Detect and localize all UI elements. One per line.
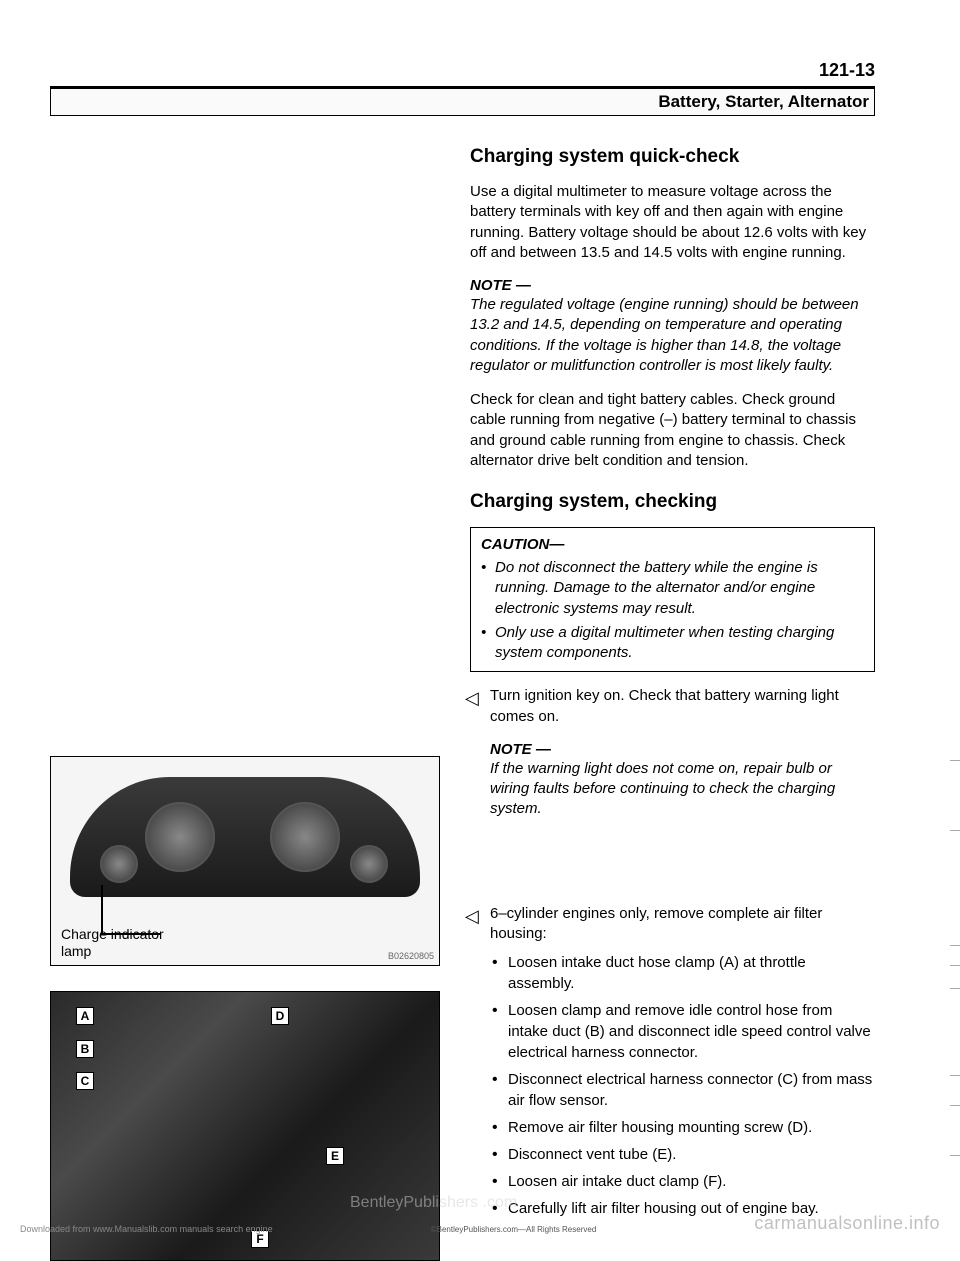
arrow-icon: ◁ xyxy=(465,688,479,709)
bullet-5: Disconnect vent tube (E). xyxy=(508,1144,875,1165)
bullet-3: Disconnect electrical harness connector … xyxy=(508,1069,875,1111)
caution-label: CAUTION— xyxy=(481,536,564,553)
note1-block: NOTE — The regulated voltage (engine run… xyxy=(470,277,875,376)
photo1-caption: Charge indicator lamp xyxy=(61,926,164,960)
bullet-1: Loosen intake duct hose clamp (A) at thr… xyxy=(508,952,875,994)
chapter-title: Battery, Starter, Alternator xyxy=(658,92,869,111)
section1-para1: Use a digital multimeter to measure volt… xyxy=(470,182,875,263)
chapter-title-box: Battery, Starter, Alternator xyxy=(50,88,875,116)
spacer xyxy=(470,834,875,904)
note2-text: If the warning light does not come on, r… xyxy=(490,759,875,820)
page-container: 121-13 Battery, Starter, Alternator Char… xyxy=(0,0,960,1242)
section1-heading: Charging system quick-check xyxy=(470,146,875,168)
caution-item-2: Only use a digital multimeter when testi… xyxy=(495,623,864,664)
right-column: Charging system quick-check Use a digita… xyxy=(470,146,910,1261)
footer-copyright: ©BentleyPublishers.com—All Rights Reserv… xyxy=(431,1225,597,1234)
temp-gauge xyxy=(350,845,388,883)
label-a: A xyxy=(76,1007,94,1025)
bullet-6: Loosen air intake duct clamp (F). xyxy=(508,1171,875,1192)
watermark-text: BentleyPublishers .com xyxy=(350,1194,517,1212)
caution-list: Do not disconnect the battery while the … xyxy=(481,558,864,663)
page-edge-marks xyxy=(955,0,960,1242)
photo1-id: B02620805 xyxy=(388,951,434,961)
content-columns: Charge indicator lamp B02620805 A B C D … xyxy=(50,146,910,1261)
label-e: E xyxy=(326,1147,344,1165)
bullet-4: Remove air filter housing mounting screw… xyxy=(508,1117,875,1138)
note1-text: The regulated voltage (engine running) s… xyxy=(470,295,875,376)
step1-block: ◁ Turn ignition key on. Check that batte… xyxy=(470,686,875,819)
fuel-gauge xyxy=(100,845,138,883)
footer-site: carmanualsonline.info xyxy=(754,1213,940,1234)
note1-label: NOTE — xyxy=(470,277,531,294)
footer-source: Downloaded from www.Manualslib.com manua… xyxy=(20,1224,273,1234)
label-b: B xyxy=(76,1040,94,1058)
speedometer-gauge xyxy=(145,802,215,872)
caution-item-1: Do not disconnect the battery while the … xyxy=(495,558,864,619)
step1-text: Turn ignition key on. Check that battery… xyxy=(490,686,875,727)
instrument-cluster-photo: Charge indicator lamp B02620805 xyxy=(50,756,440,966)
arrow-icon-2: ◁ xyxy=(465,906,479,927)
caution-box: CAUTION— Do not disconnect the battery w… xyxy=(470,527,875,672)
gauge-cluster-graphic xyxy=(70,777,420,897)
page-number: 121-13 xyxy=(50,60,875,81)
section2-heading: Charging system, checking xyxy=(470,491,875,513)
step2-bullets: Loosen intake duct hose clamp (A) at thr… xyxy=(490,952,875,1219)
label-c: C xyxy=(76,1072,94,1090)
left-column: Charge indicator lamp B02620805 A B C D … xyxy=(50,146,450,1261)
note2-label: NOTE — xyxy=(490,741,551,758)
tachometer-gauge xyxy=(270,802,340,872)
step2-intro: 6–cylinder engines only, remove complete… xyxy=(490,904,875,945)
caption-line1: Charge indicator xyxy=(61,926,164,942)
page-footer: Downloaded from www.Manualslib.com manua… xyxy=(0,1213,960,1234)
step2-block: ◁ 6–cylinder engines only, remove comple… xyxy=(470,904,875,1220)
section1-para2: Check for clean and tight battery cables… xyxy=(470,390,875,471)
caption-line2: lamp xyxy=(61,943,91,959)
label-d: D xyxy=(271,1007,289,1025)
bullet-2: Loosen clamp and remove idle control hos… xyxy=(508,1000,875,1063)
